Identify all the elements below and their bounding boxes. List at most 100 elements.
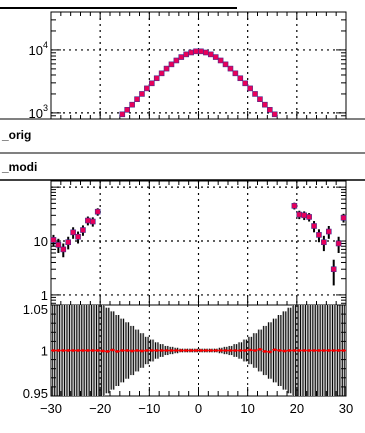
middle-data-point bbox=[316, 232, 322, 238]
ratio-data-point bbox=[86, 349, 90, 352]
middle-data-point bbox=[89, 218, 96, 225]
top-panel-ylabel-base: 10 bbox=[29, 43, 43, 58]
top-data-point bbox=[183, 51, 190, 58]
top-data-point bbox=[198, 48, 204, 55]
ratio-data-point bbox=[106, 350, 109, 353]
top-data-point bbox=[148, 80, 155, 87]
ratio-data-point bbox=[170, 349, 173, 352]
ratio-xlabel: 20 bbox=[290, 401, 304, 416]
ratio-data-point bbox=[209, 349, 213, 352]
ratio-data-point bbox=[258, 348, 262, 351]
ratio-data-point bbox=[115, 350, 119, 353]
ratio-data-point bbox=[165, 349, 168, 352]
ratio-data-point bbox=[81, 349, 85, 352]
ratio-data-point bbox=[327, 349, 331, 352]
top-data-point bbox=[173, 57, 180, 64]
middle-data-point bbox=[70, 229, 76, 236]
middle-data-point bbox=[306, 214, 312, 220]
ratio-data-point bbox=[130, 349, 134, 353]
ratio-data-point bbox=[288, 349, 291, 352]
ratio-data-point bbox=[292, 349, 296, 352]
ratio-data-point bbox=[71, 349, 75, 352]
ratio-data-point bbox=[52, 349, 55, 352]
ratio-data-point bbox=[307, 349, 311, 352]
top-data-point bbox=[203, 49, 209, 56]
ratio-data-point bbox=[140, 349, 144, 353]
middle-data-point bbox=[321, 239, 327, 246]
ratio-data-point bbox=[61, 349, 65, 352]
middle-data-point bbox=[75, 233, 81, 240]
top-data-point bbox=[222, 61, 229, 68]
top-data-point bbox=[163, 65, 170, 72]
middle-data-point bbox=[335, 240, 342, 247]
ratio-data-point bbox=[150, 349, 154, 352]
ratio-data-point bbox=[273, 348, 277, 352]
legend-entry-orig: _orig bbox=[1, 128, 31, 142]
top-data-point bbox=[257, 96, 263, 102]
top-data-point bbox=[242, 80, 249, 87]
top-panel-ylabel: 104 bbox=[29, 40, 48, 58]
middle-data-point bbox=[55, 242, 62, 248]
ratio-data-point bbox=[243, 349, 247, 352]
ratio-data-point bbox=[283, 349, 286, 353]
middle-data-point bbox=[330, 266, 337, 273]
ratio-data-point bbox=[189, 349, 193, 352]
ratio-data-point bbox=[337, 349, 341, 352]
ratio-data-point bbox=[76, 349, 80, 352]
ratio-data-point bbox=[204, 349, 208, 352]
ratio-data-point bbox=[66, 349, 70, 352]
ratio-data-point bbox=[214, 349, 218, 352]
ratio-data-point bbox=[233, 349, 237, 352]
top-panel-ylabel-exp: 4 bbox=[43, 40, 48, 50]
ratio-data-point bbox=[263, 350, 267, 353]
ratio-data-point bbox=[278, 349, 282, 352]
top-data-point bbox=[119, 111, 126, 118]
top-panel-ylabel: 103 bbox=[29, 103, 48, 121]
top-data-point bbox=[144, 85, 150, 92]
top-data-point bbox=[237, 75, 244, 82]
ratio-data-point bbox=[199, 349, 203, 352]
ratio-data-point bbox=[224, 349, 227, 352]
ratio-data-point bbox=[194, 349, 198, 352]
ratio-data-point bbox=[253, 349, 257, 352]
middle-panel-ylabel-base: 1 bbox=[41, 288, 48, 303]
middle-data-point bbox=[311, 223, 317, 229]
middle-data-point bbox=[80, 227, 86, 233]
top-data-point bbox=[193, 48, 199, 55]
top-data-point bbox=[188, 49, 194, 56]
middle-data-point bbox=[60, 246, 67, 253]
legend-entry-modi: _modi bbox=[1, 160, 37, 174]
ratio-data-point bbox=[184, 349, 188, 352]
top-data-point bbox=[266, 106, 273, 113]
ratio-data-point bbox=[268, 350, 272, 354]
ratio-data-point bbox=[120, 349, 124, 352]
middle-panel-ylabel-base: 10 bbox=[34, 234, 48, 249]
top-data-point bbox=[232, 70, 239, 77]
top-data-point bbox=[129, 101, 135, 108]
ratio-xlabel: −20 bbox=[89, 401, 111, 416]
ratio-data-point bbox=[179, 349, 183, 352]
middle-data-point bbox=[296, 211, 303, 218]
top-data-point bbox=[271, 111, 278, 118]
ratio-panel: 1.05 1 0.95−30 −20 −10 0 10 20 30 bbox=[23, 302, 354, 416]
middle-data-point bbox=[340, 214, 347, 221]
top-data-point bbox=[217, 57, 224, 64]
middle-panel: 10 1 bbox=[34, 180, 347, 306]
ratio-data-point bbox=[248, 348, 252, 352]
ratio-data-point bbox=[160, 349, 164, 352]
top-data-point bbox=[262, 101, 268, 108]
top-data-point bbox=[212, 54, 219, 60]
ratio-data-point bbox=[174, 349, 178, 352]
top-data-point bbox=[124, 106, 131, 113]
ratio-ylabel: 1 bbox=[41, 344, 48, 359]
ratio-data-point bbox=[101, 349, 105, 353]
top-data-point bbox=[153, 75, 160, 82]
ratio-data-point bbox=[332, 349, 336, 352]
top-data-point bbox=[168, 61, 175, 68]
ratio-data-point bbox=[219, 349, 223, 352]
ratio-data-point bbox=[56, 349, 60, 352]
ratio-data-point bbox=[111, 348, 114, 352]
ratio-data-point bbox=[317, 349, 321, 352]
top-data-point bbox=[207, 51, 214, 58]
